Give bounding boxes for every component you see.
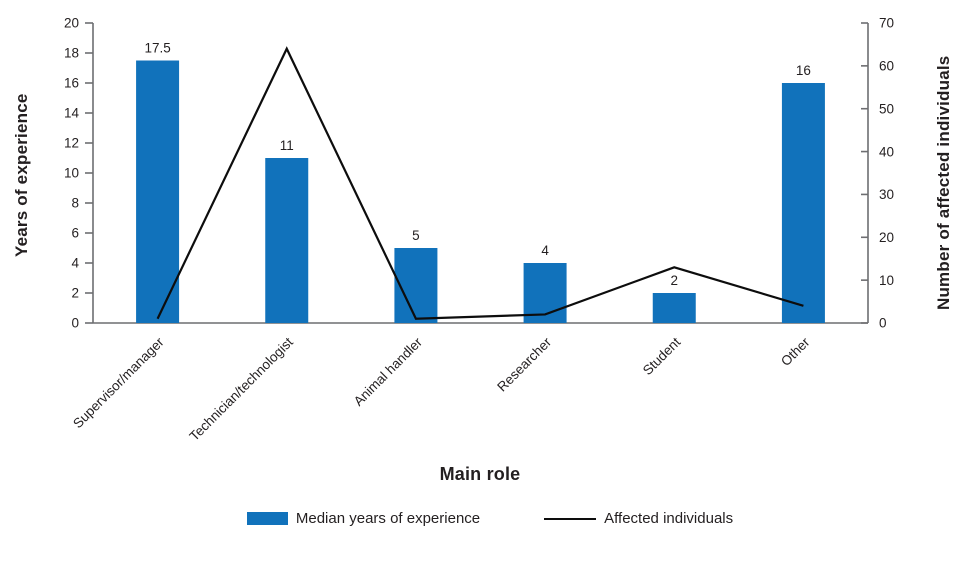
y-axis-left-title: Years of experience — [12, 93, 31, 257]
y-axis-right-tick-label: 60 — [879, 59, 894, 74]
bar — [523, 263, 567, 323]
y-axis-right-tick-label: 70 — [879, 16, 894, 31]
y-axis-right-tick-label: 40 — [879, 144, 894, 159]
legend-item-bars: Median years of experience — [246, 510, 481, 527]
bar-value-label: 17.5 — [144, 41, 170, 56]
bar — [136, 60, 180, 323]
y-axis-right-title: Number of affected individuals — [934, 55, 953, 310]
legend-item-line: Affected individuals — [544, 510, 733, 527]
bar — [652, 293, 696, 323]
x-category-label: Supervisor/manager — [70, 334, 167, 431]
x-category-label: Other — [778, 334, 813, 369]
bar — [265, 158, 309, 323]
y-axis-left-tick-label: 12 — [64, 136, 79, 151]
bar-value-label: 5 — [412, 228, 420, 243]
x-category-label: Technician/technologist — [187, 334, 296, 443]
line-series — [156, 46, 804, 320]
x-category-label: Researcher — [494, 334, 554, 394]
x-category-label: Student — [640, 334, 684, 378]
y-axis-right-tick-label: 0 — [879, 316, 887, 331]
legend: Median years of experience Affected indi… — [0, 510, 980, 527]
bar-value-label: 11 — [280, 138, 294, 153]
bar-value-label: 2 — [670, 273, 678, 288]
y-axis-left-tick-label: 6 — [71, 226, 79, 241]
x-category-label: Animal handler — [351, 334, 426, 409]
y-axis-left-tick-label: 8 — [71, 196, 79, 211]
y-axis-left-tick-label: 4 — [71, 256, 79, 271]
y-axis-left-tick-label: 16 — [64, 76, 79, 91]
legend-label-line: Affected individuals — [604, 510, 734, 527]
bar-value-label: 4 — [541, 243, 549, 258]
y-axis-left-tick-label: 2 — [71, 286, 79, 301]
y-axis-right-tick-label: 20 — [879, 230, 894, 245]
y-axis-left-tick-label: 0 — [71, 316, 79, 331]
line-series-swatch — [544, 517, 597, 520]
plot-area: 0 2 4 6 8 10 12 14 16 18 20 0 10 20 30 40 50 60 70 17.5 11 5 4… — [64, 16, 894, 444]
bar — [394, 248, 438, 323]
y-axis-right-tick-label: 30 — [879, 187, 894, 202]
y-axis-left-tick-label: 18 — [64, 46, 79, 61]
bar-series-swatch — [246, 512, 288, 525]
y-axis-right-tick-label: 50 — [879, 101, 894, 116]
y-axis-left-tick-label: 20 — [64, 16, 79, 31]
legend-label-bars: Median years of experience — [295, 510, 481, 527]
y-axis-right-tick-label: 10 — [879, 273, 894, 288]
x-axis-title: Main role — [439, 464, 521, 484]
y-axis-left-tick-label: 14 — [64, 106, 80, 121]
bar-value-label: 16 — [796, 63, 811, 78]
y-axis-left-tick-label: 10 — [64, 166, 79, 181]
bar — [781, 83, 825, 323]
